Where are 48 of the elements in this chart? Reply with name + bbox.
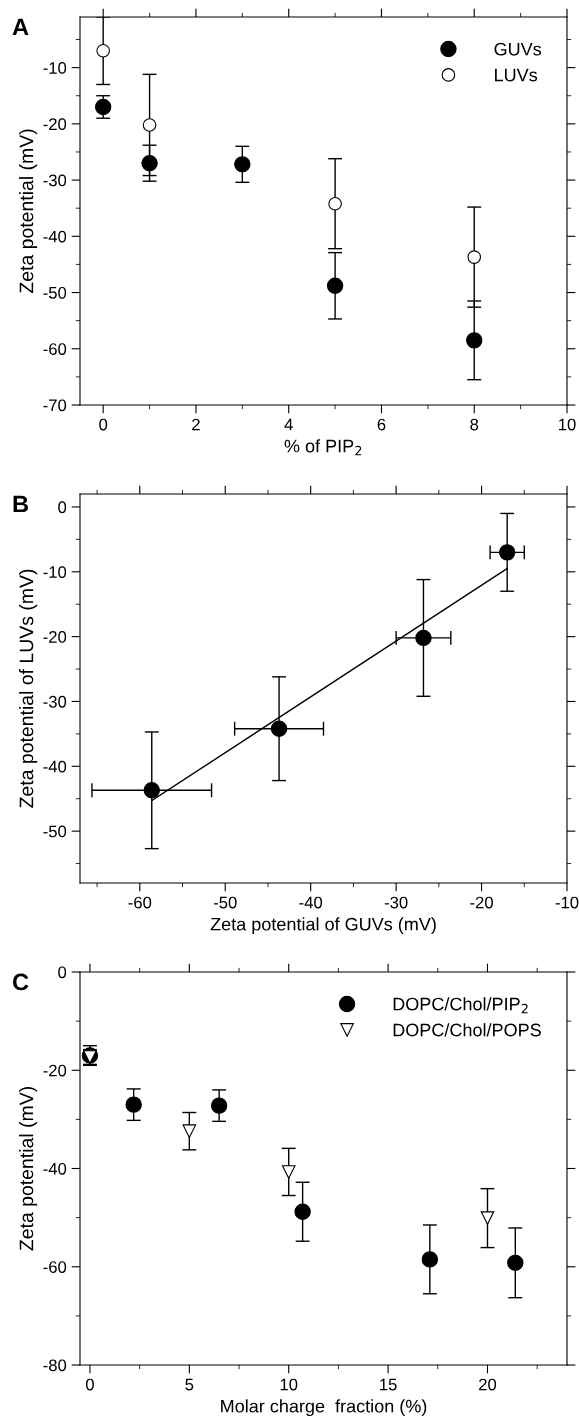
text: A [12,18,29,36]
legend-label: GUVs [494,42,542,56]
y-tick-label: -40 [43,1162,67,1175]
y-tick-label: 0 [58,966,67,979]
y-tick-label: -20 [43,1064,67,1077]
x-tick-label: -40 [299,896,323,909]
y-tick-label: -50 [43,825,67,838]
y-tick-label: -50 [43,286,67,299]
y-tick-label: -10 [43,62,67,74]
x-tick-label: 10 [559,418,576,431]
y-tick-label: 0 [58,501,67,514]
x-tick-label: -10 [555,896,579,909]
y-tick-label: -60 [43,343,67,355]
x-tick-label: 10 [280,1378,298,1391]
x-tick-label: 20 [479,1378,497,1391]
y-axis-title: Zeta potential (mV) [19,1087,38,1251]
legend-label: DOPC/Chol/PIP$_{2}$ [393,997,528,1014]
x-tick-label: 15 [380,1378,397,1391]
x-tick-label: -60 [128,896,152,909]
x-axis-title: % of PIP$_{2}$ [284,439,362,456]
y-tick-label: -40 [43,230,67,243]
x-tick-label: 6 [377,418,386,431]
x-tick-label: -20 [470,896,493,909]
y-tick-label: -20 [43,118,67,131]
text: C [12,973,29,991]
y-tick-label: -60 [43,1261,67,1273]
text: B [13,495,28,513]
x-tick-label: 0 [85,1378,94,1391]
x-tick-label: 5 [185,1378,194,1391]
y-axis-title: Zeta potential (mV) [19,129,38,294]
x-tick-label: 8 [470,418,479,431]
y-tick-label: -40 [43,760,67,773]
y-tick-label: -80 [43,1359,67,1372]
x-tick-label: 4 [284,418,293,431]
y-axis-title: Zeta potential of LUVs (mV) [19,569,38,808]
y-tick-label: -70 [43,399,67,412]
x-tick-label: 0 [99,418,108,431]
x-tick-label: -30 [384,896,408,909]
x-axis-title: Zeta potential of GUVs (mV) [210,917,436,935]
x-tick-label: -50 [213,896,237,909]
y-tick-label: -10 [43,566,67,578]
x-tick-label: 2 [192,418,200,431]
legend-label: LUVs [495,68,538,82]
legend-label: DOPC/Chol/POPS [393,1023,541,1037]
y-tick-label: -30 [43,695,67,708]
y-tick-label: -20 [43,631,67,643]
x-axis-title: Molar charge fraction (%) [221,1399,427,1417]
y-tick-label: -30 [43,174,67,187]
